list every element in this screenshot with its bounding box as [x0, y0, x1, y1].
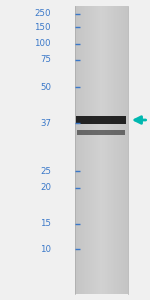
Bar [114, 6, 115, 294]
Bar [119, 6, 120, 294]
Bar [98, 6, 99, 294]
Bar [94, 6, 95, 294]
Bar [120, 6, 121, 294]
Bar [113, 6, 114, 294]
Text: 10: 10 [40, 244, 51, 253]
Bar [125, 6, 126, 294]
Bar [123, 6, 124, 294]
Bar [106, 6, 107, 294]
Bar [95, 6, 96, 294]
Bar [84, 6, 85, 294]
Text: 150: 150 [34, 22, 51, 32]
Bar [85, 6, 87, 294]
Bar [114, 6, 116, 294]
Bar [75, 6, 76, 294]
Bar [101, 6, 102, 294]
Bar [112, 6, 113, 294]
Bar [88, 6, 89, 294]
Bar [111, 6, 112, 294]
Bar [103, 6, 104, 294]
Bar [107, 6, 109, 294]
Text: 20: 20 [40, 183, 51, 192]
Text: 25: 25 [40, 167, 51, 176]
Bar [106, 6, 108, 294]
Bar [83, 6, 84, 294]
Bar [93, 6, 94, 294]
Bar [81, 6, 82, 294]
Bar [109, 6, 110, 294]
Bar [127, 6, 128, 294]
Bar [80, 6, 81, 294]
Bar [108, 6, 110, 294]
Bar [122, 6, 123, 294]
Bar [77, 130, 125, 135]
Text: 15: 15 [40, 219, 51, 228]
Bar [76, 6, 77, 294]
Text: 50: 50 [40, 82, 51, 91]
Bar [93, 6, 94, 294]
Bar [76, 116, 126, 124]
Bar [121, 6, 123, 294]
Bar [100, 6, 102, 294]
Bar [78, 6, 79, 294]
Bar [102, 6, 103, 294]
Bar [92, 6, 93, 294]
Bar [120, 6, 122, 294]
Bar [78, 6, 80, 294]
Text: 250: 250 [34, 9, 51, 18]
Bar [105, 6, 106, 294]
Text: 100: 100 [34, 39, 51, 48]
Bar [91, 6, 92, 294]
Bar [77, 6, 78, 294]
Bar [85, 6, 86, 294]
Bar [96, 6, 97, 294]
Bar [124, 6, 125, 294]
Bar [126, 6, 127, 294]
Bar [79, 6, 81, 294]
Bar [110, 6, 111, 294]
Bar [89, 6, 90, 294]
Bar [90, 6, 91, 294]
Bar [99, 6, 100, 294]
Bar [86, 6, 88, 294]
Bar [99, 6, 101, 294]
Bar [117, 6, 118, 294]
Bar [97, 6, 98, 294]
Bar [104, 6, 105, 294]
Text: 75: 75 [40, 56, 51, 64]
Bar [87, 6, 88, 294]
Bar [82, 6, 83, 294]
Text: 37: 37 [40, 118, 51, 127]
Bar [115, 6, 116, 294]
Bar [116, 6, 117, 294]
Bar [118, 6, 119, 294]
